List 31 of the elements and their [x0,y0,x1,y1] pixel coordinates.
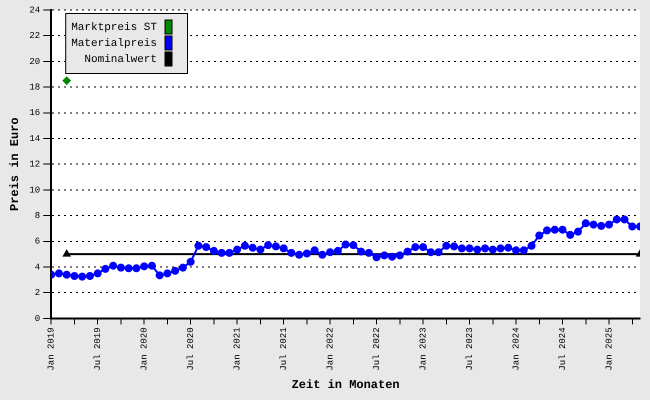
x-tick-label: Jul 2020 [186,327,196,371]
y-tick-label: 6 [34,236,40,247]
x-axis-title: Zeit in Monaten [292,378,400,392]
x-tick-label: Jul 2019 [93,327,104,371]
x-tick-label: Jul 2021 [279,327,290,371]
x-tick-label: Jan 2023 [418,327,428,371]
x-tick-label: Jan 2024 [511,327,522,371]
x-tick-label: Jul 2023 [464,327,475,371]
y-tick-label: 22 [29,31,40,42]
x-tick-label: Jan 2022 [325,327,336,371]
legend-label: Nominalwert [84,54,158,66]
x-tick-label: Jul 2024 [558,327,568,371]
y-tick-label: 14 [29,134,40,144]
y-tick-label: 10 [29,185,40,196]
x-tick-label: Jan 2021 [232,327,243,371]
legend-label: Marktpreis ST [71,22,158,34]
y-tick-label: 18 [29,82,40,92]
y-axis-title: Preis in Euro [8,117,22,212]
y-tick-label: 0 [34,314,40,324]
y-tick-label: 4 [34,262,40,272]
y-tick-label: 8 [34,210,40,221]
legend-label: Materialpreis [71,38,158,50]
y-tick-label: 20 [29,56,40,67]
y-tick-label: 2 [34,288,40,298]
x-tick-label: Jan 2020 [140,327,150,371]
y-tick-label: 16 [29,108,40,118]
x-tick-label: Jan 2019 [46,327,57,371]
y-tick-label: 24 [29,5,40,16]
y-tick-label: 12 [29,160,40,170]
x-tick-label: Jul 2022 [372,327,382,371]
x-tick-label: Jan 2025 [604,327,614,371]
